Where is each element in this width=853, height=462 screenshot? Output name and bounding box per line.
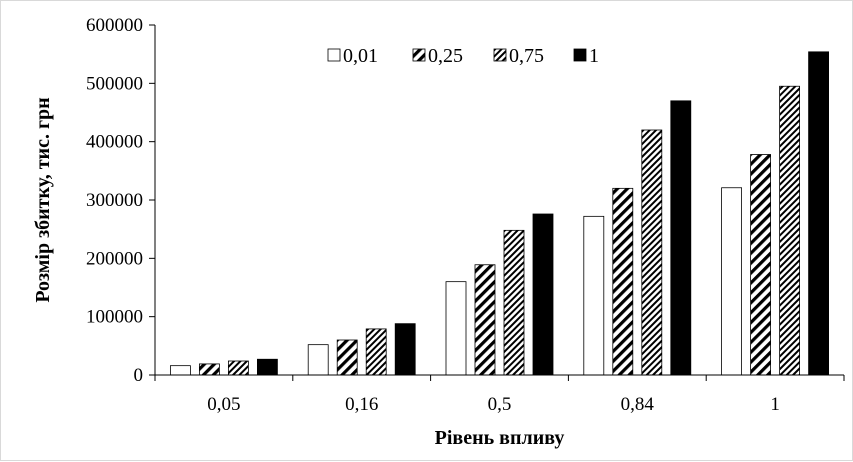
- bar-series-1-0-5: [474, 264, 496, 376]
- legend: 0,01 0,25 0,75 1: [327, 45, 599, 67]
- bar-series-0-0-84: [583, 215, 605, 376]
- bars: [169, 51, 829, 376]
- bar-series-2-0-16: [365, 328, 387, 376]
- bar-series-2-1: [779, 85, 800, 376]
- bar-series-3-0-16: [394, 323, 416, 376]
- x-tick-label: 0,5: [488, 394, 512, 415]
- legend-swatch-1: [412, 48, 426, 62]
- bar-series-1-0-16: [336, 339, 358, 376]
- bar-series-0-0-5: [445, 281, 467, 376]
- y-tick-label: 100000: [86, 307, 143, 328]
- x-tick-label: 0,16: [345, 394, 378, 415]
- bar-series-0-0-05: [169, 365, 191, 376]
- legend-label-2: 0,75: [509, 45, 544, 67]
- y-tick-label: 200000: [86, 248, 143, 269]
- bar-series-3-0-84: [670, 100, 692, 376]
- x-tick-label: 0,05: [207, 394, 240, 415]
- bar-series-1-0-84: [612, 187, 634, 376]
- bar-series-1-0-05: [198, 363, 220, 376]
- y-tick-label: 300000: [86, 190, 143, 211]
- y-axis-ticks: 0 100000 200000 300000 400000 500000 600000: [86, 15, 155, 386]
- bar-series-3-0-05: [256, 358, 278, 376]
- y-tick-label: 600000: [86, 15, 143, 36]
- bar-series-2-0-84: [641, 129, 663, 376]
- legend-label-3: 1: [589, 45, 599, 67]
- bar-series-0-1: [721, 187, 742, 376]
- legend-label-0: 0,01: [343, 45, 378, 67]
- bar-series-0-0-16: [307, 344, 329, 376]
- bar-series-3-0-5: [532, 213, 554, 376]
- legend-swatch-2: [493, 48, 507, 62]
- x-axis-ticks: 0,05 0,16 0,5 0,84 1: [154, 375, 845, 415]
- x-axis-title: Рівень впливу: [435, 427, 565, 449]
- legend-swatch-3: [573, 48, 587, 62]
- bar-series-2-0-05: [227, 360, 249, 376]
- y-tick-label: 400000: [86, 132, 143, 153]
- bar-series-3-1: [808, 51, 829, 376]
- x-tick-label: 1: [770, 394, 780, 415]
- bar-series-1-1: [750, 154, 771, 376]
- legend-swatch-0: [327, 48, 341, 62]
- bar-series-2-0-5: [503, 229, 525, 376]
- x-tick-label: 0,84: [621, 394, 655, 415]
- y-tick-label: 0: [134, 365, 144, 386]
- legend-label-1: 0,25: [428, 45, 463, 67]
- y-axis-title: Розмір збитку, тис. грн: [32, 97, 54, 302]
- y-tick-label: 500000: [86, 73, 143, 94]
